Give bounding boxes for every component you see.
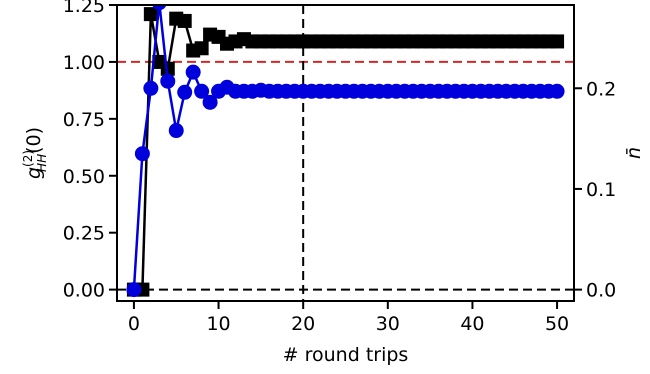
y-left-tick-label: 0.25 xyxy=(63,223,105,245)
series-1 xyxy=(126,5,565,298)
x-tick-label: 10 xyxy=(206,313,230,335)
x-tick-label: 20 xyxy=(291,313,315,335)
series-0-point xyxy=(143,7,158,22)
x-tick-label: 40 xyxy=(460,313,484,335)
series-0 xyxy=(126,7,565,297)
y-left-tick-label: 0.50 xyxy=(63,166,105,188)
series-0-point xyxy=(550,34,565,49)
series-1-point xyxy=(126,282,142,298)
y-left-tick-label: 1.25 xyxy=(63,0,105,17)
series-1-point xyxy=(185,64,201,80)
series-layer xyxy=(126,5,565,298)
x-tick-label: 50 xyxy=(545,313,569,335)
y-axis-label-left: g(2)HH(0) xyxy=(21,127,49,179)
axis-layer: 0 10 20 30 40 50 0.00 0.25 0.50 0.75 1.00 1.25 0.0 0.… xyxy=(63,0,617,335)
series-1-point xyxy=(143,80,159,96)
plot-frame xyxy=(116,4,575,302)
series-0-point xyxy=(160,61,175,76)
x-axis-label: # round trips xyxy=(283,344,409,366)
series-1-point xyxy=(194,83,210,99)
x-tick-label: 0 xyxy=(128,313,140,335)
y-right-tick-label: 0.1 xyxy=(586,179,616,201)
x-tick-label: 30 xyxy=(376,313,400,335)
y-axis-label-right: n̄ xyxy=(623,147,645,159)
series-1-point xyxy=(202,94,218,110)
series-0-point xyxy=(194,41,209,56)
series-1-point xyxy=(177,84,193,100)
series-0-point xyxy=(177,13,192,28)
series-1-point xyxy=(549,83,565,99)
reference-lines xyxy=(117,5,574,301)
y-left-tick-label: 0.00 xyxy=(63,280,105,302)
y-left-tick-label: 0.75 xyxy=(63,109,105,131)
series-1-point xyxy=(152,5,167,11)
series-1-point xyxy=(168,123,184,139)
y-right-tick-label: 0.0 xyxy=(586,280,616,302)
y-left-tick-label: 1.00 xyxy=(63,52,105,74)
y-right-tick-label: 0.2 xyxy=(586,78,616,100)
series-1-point xyxy=(160,73,176,89)
series-1-point xyxy=(134,146,150,162)
